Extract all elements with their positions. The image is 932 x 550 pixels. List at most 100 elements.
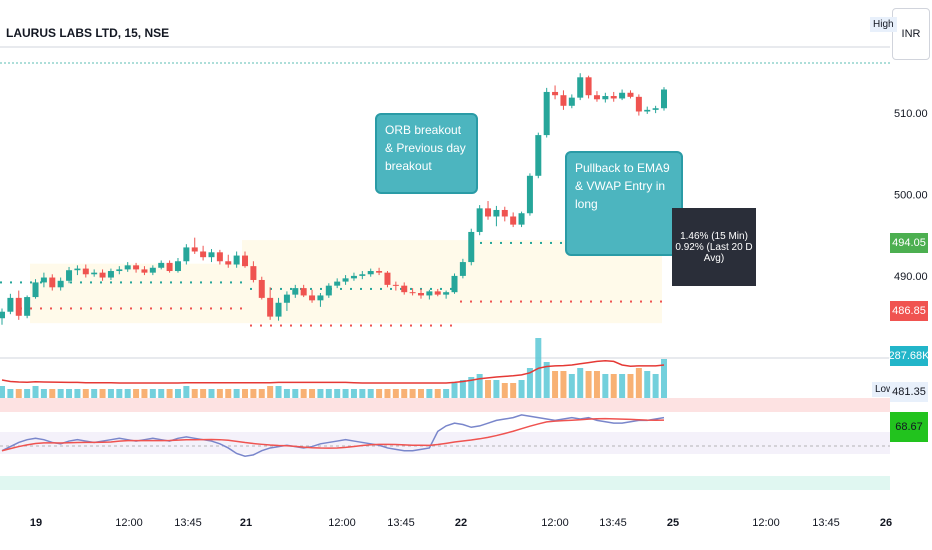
- day1-lower-dotted: [230, 307, 232, 310]
- volume-bar: [82, 389, 89, 398]
- candle-body: [40, 277, 47, 283]
- rsi-line: [1, 414, 665, 457]
- candle-body: [493, 209, 500, 217]
- volume-bar: [392, 389, 399, 398]
- volume-bar: [384, 389, 391, 398]
- stats-line-2: 0.92% (Last 20 D Avg): [675, 241, 753, 264]
- upper-dotted-level: [500, 241, 502, 244]
- volume-bar: [66, 389, 73, 398]
- candle-body: [401, 285, 408, 293]
- lower-dotted-level: [530, 300, 532, 303]
- candle-body: [342, 278, 349, 282]
- volume-bar: [309, 389, 316, 398]
- volume-bar: [493, 380, 500, 398]
- volume-bar: [267, 386, 274, 398]
- day2-dotted-level: [440, 287, 442, 290]
- day2-lower-dotted: [280, 324, 282, 327]
- volume-bar: [451, 383, 458, 398]
- day1-lower-dotted: [170, 307, 172, 310]
- pullback-callout: Pullback to EMA9 & VWAP Entry in long: [565, 151, 683, 256]
- volume-bar: [468, 377, 475, 398]
- day1-dotted-level: [180, 281, 182, 284]
- volume-bar: [518, 380, 525, 398]
- day2-dotted-level: [380, 287, 382, 290]
- day1-dotted-level: [120, 281, 122, 284]
- volume-bar: [124, 389, 131, 398]
- volume-bar: [292, 389, 299, 398]
- day2-lower-dotted: [340, 324, 342, 327]
- volume-bar: [275, 386, 282, 398]
- volume-bar: [568, 374, 575, 398]
- candle-body: [610, 96, 617, 99]
- volume-bar: [57, 389, 64, 398]
- candle-body: [7, 297, 14, 312]
- day2-dotted-level: [410, 287, 412, 290]
- volume-bar: [258, 389, 265, 398]
- candle-body: [66, 270, 73, 281]
- volume-bar: [619, 374, 626, 398]
- candle-body: [334, 281, 341, 286]
- volume-bar: [99, 389, 106, 398]
- volume-bar: [627, 374, 634, 398]
- day1-lower-dotted: [200, 307, 202, 310]
- upper-dotted-level: [510, 241, 512, 244]
- candle-body: [619, 92, 626, 99]
- candle-body: [568, 97, 575, 106]
- candle-body: [543, 91, 550, 136]
- candle-body: [535, 135, 542, 176]
- candle-body: [24, 297, 31, 316]
- day1-dotted-level: [80, 281, 82, 284]
- lower-dotted-level: [610, 300, 612, 303]
- candle-body: [644, 109, 651, 112]
- candle-body: [32, 282, 39, 298]
- candle-body: [191, 247, 198, 252]
- candle-body: [183, 247, 190, 262]
- volume-bar: [183, 386, 190, 398]
- day2-lower-dotted: [370, 324, 372, 327]
- candle-body: [82, 268, 89, 275]
- candle-body: [409, 292, 416, 294]
- x-tick-label: 13:45: [387, 517, 415, 529]
- candle-body: [49, 277, 56, 288]
- day2-dotted-level: [350, 287, 352, 290]
- candle-body: [451, 275, 458, 293]
- currency-button[interactable]: INR: [892, 8, 930, 60]
- rsi-oversold-band: [0, 476, 890, 490]
- day1-lower-dotted: [220, 307, 222, 310]
- candle-body: [258, 279, 265, 298]
- low-price-tag: 481.35: [890, 382, 928, 402]
- volume-bar: [49, 389, 56, 398]
- candle-body: [200, 251, 207, 258]
- day2-lower-dotted: [270, 324, 272, 327]
- day1-dotted-level: [70, 281, 72, 284]
- candle-body: [233, 255, 240, 265]
- day1-dotted-level: [240, 281, 242, 284]
- day1-dotted-level: [190, 281, 192, 284]
- volume-bar: [233, 389, 240, 398]
- chart-title: LAURUS LABS LTD, 15, NSE: [6, 26, 170, 40]
- upper-dotted-level: [560, 241, 562, 244]
- volume-bar: [459, 380, 466, 398]
- x-tick-label: 12:00: [541, 517, 569, 529]
- day1-dotted-level: [110, 281, 112, 284]
- volume-bar: [166, 389, 173, 398]
- day1-lower-dotted: [140, 307, 142, 310]
- volume-bar: [359, 389, 366, 398]
- lower-dotted-level: [480, 300, 482, 303]
- high-label: High: [870, 17, 897, 32]
- day2-lower-dotted: [320, 324, 322, 327]
- volume-bar: [350, 389, 357, 398]
- y-tick-label: 490.00: [894, 271, 928, 283]
- candle-body: [15, 297, 22, 316]
- x-tick-label: 21: [240, 517, 252, 529]
- volume-bar: [585, 371, 592, 398]
- volume-bar: [526, 368, 533, 398]
- volume-bar: [116, 389, 123, 398]
- lower-dotted-level: [510, 300, 512, 303]
- candle-body: [99, 272, 106, 278]
- day2-dotted-level: [280, 287, 282, 290]
- volume-bar: [141, 389, 148, 398]
- volume-bar: [593, 371, 600, 398]
- green-price-tag: 494.05: [890, 233, 928, 253]
